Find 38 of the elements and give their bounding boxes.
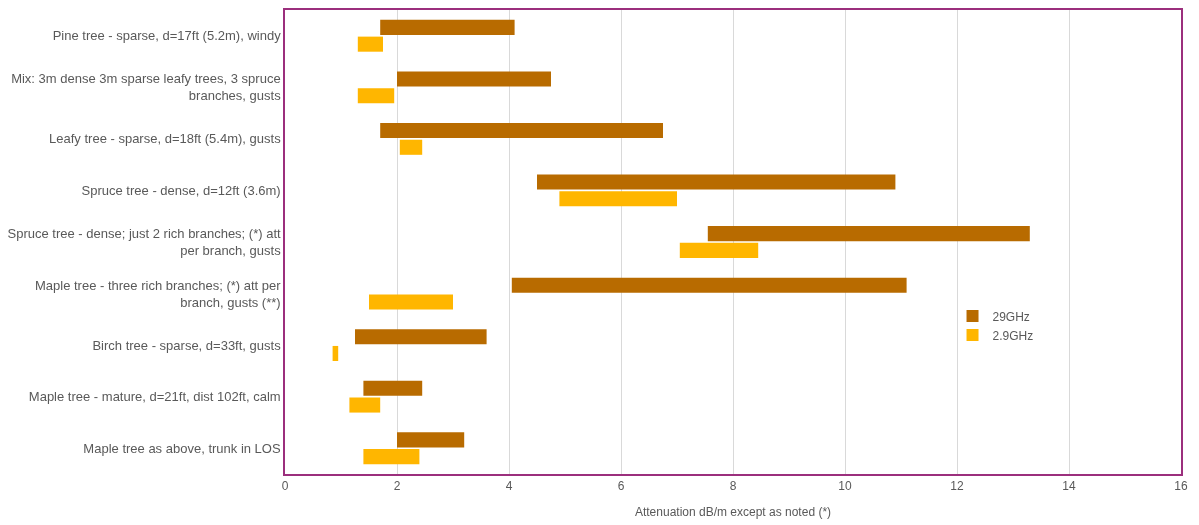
bar <box>363 449 420 465</box>
bar <box>707 226 1030 242</box>
legend-label: 2.9GHz <box>992 328 1034 343</box>
x-axis-title: Attenuation dB/m except as noted (*) <box>634 504 832 519</box>
x-tick-label: 14 <box>1062 479 1076 494</box>
x-tick-label: 12 <box>950 479 964 494</box>
y-tick-label: Maple tree - three rich branches; (*) att per branch, gusts (**) <box>34 277 282 310</box>
y-tick-label: Leafy tree - sparse, d=18ft (5.4m), gusts <box>49 131 282 147</box>
bar <box>349 397 381 413</box>
y-tick-label: Pine tree - sparse, d=17ft (5.2m), windy <box>52 28 282 44</box>
y-tick-label: Mix: 3m dense 3m sparse leafy trees, 3 spruce branches, gusts <box>11 71 282 104</box>
bar <box>357 36 383 52</box>
x-tick-label: 2 <box>393 479 401 494</box>
x-tick-label: 0 <box>281 479 289 494</box>
bar <box>357 88 395 104</box>
legend-label: 29GHz <box>992 309 1030 324</box>
x-tick-label: 4 <box>505 479 513 494</box>
bar <box>369 294 453 310</box>
bar <box>380 19 515 35</box>
y-tick-label: Birch tree - sparse, d=33ft, gusts <box>92 337 282 353</box>
bar <box>559 191 677 207</box>
bar <box>397 432 465 448</box>
x-tick-label: 10 <box>838 479 852 494</box>
y-tick-label: Maple tree - mature, d=21ft, dist 102ft, calm <box>28 389 281 405</box>
x-tick-label: 8 <box>729 479 737 494</box>
x-tick-label: 16 <box>1174 479 1188 494</box>
bar <box>363 380 423 396</box>
bar <box>397 71 551 87</box>
y-tick-label: Maple tree as above, trunk in LOS <box>83 440 281 456</box>
bar <box>380 122 663 139</box>
bar <box>679 242 759 258</box>
x-tick-label: 6 <box>617 479 625 494</box>
y-tick-label: Spruce tree - dense; just 2 rich branches; (*) att per branch, gusts <box>7 226 282 258</box>
bar <box>399 139 423 155</box>
bar <box>355 329 487 345</box>
bar <box>511 277 907 293</box>
y-tick-label: Spruce tree - dense, d=12ft (3.6m) <box>81 182 281 198</box>
bar <box>537 174 896 190</box>
